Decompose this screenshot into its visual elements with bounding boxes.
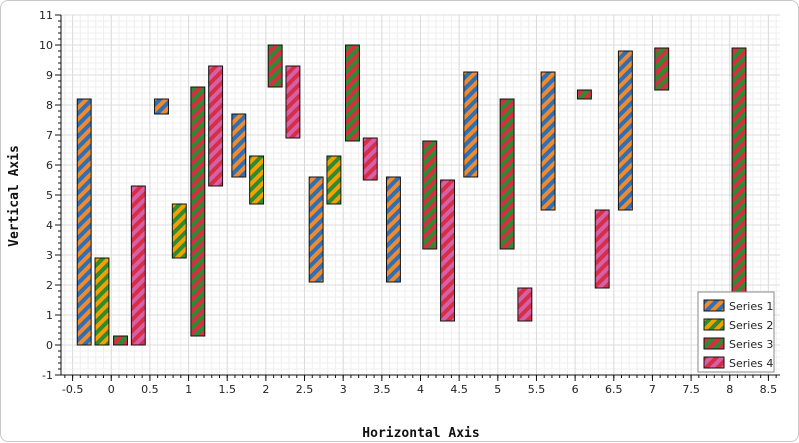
plot-bars [76,44,747,346]
x-tick-label: 2.5 [296,383,314,396]
y-axis-title: Vertical Axis [7,145,22,247]
x-tick-label: 4 [417,383,424,396]
legend-swatch [703,318,725,331]
x-tick-label: -0.5 [62,383,83,396]
x-tick-label: 6.5 [605,383,623,396]
legend-swatch [703,356,725,369]
y-tick-label: 7 [46,129,53,142]
bar-series-4 [208,65,224,187]
x-tick-label: 1.5 [218,383,236,396]
bar-series-4 [517,287,533,322]
bar-series-1 [540,71,556,211]
bar-series-3 [267,44,283,88]
bar-series-4 [594,209,610,289]
bar-series-4 [362,137,378,181]
x-axis-title: Horizontal Axis [362,426,479,441]
x-tick-label: 8 [726,383,733,396]
bar-series-4 [440,179,456,322]
bar-series-3 [499,98,515,250]
bar-series-3 [576,89,592,100]
legend: Series 1 Series 2 Series 3 Series 4 [697,291,775,373]
x-tick-label: 6 [572,383,579,396]
x-tick-label: 5 [494,383,501,396]
legend-label: Series 2 [729,319,773,332]
y-tick-label: 4 [46,219,53,232]
x-tick-label: 7 [649,383,656,396]
legend-swatch [703,299,725,312]
x-tick-label: 4.5 [450,383,468,396]
y-tick-label: -1 [42,369,53,382]
x-tick-label: 1 [185,383,192,396]
x-tick-label: 5.5 [528,383,546,396]
bar-series-2 [326,155,342,205]
bar-series-4 [130,185,146,346]
bar-series-3 [731,47,747,322]
bar-series-3 [345,44,360,142]
bar-series-4 [285,65,301,139]
x-tick-label: 3 [340,383,347,396]
x-tick-label: 8.5 [760,383,778,396]
bar-series-2 [249,155,265,205]
y-tick-label: 0 [46,339,53,352]
y-tick-label: 6 [46,159,53,172]
bar-series-1 [231,113,247,178]
bar-series-1 [617,50,633,211]
x-tick-label: 3.5 [373,383,391,396]
legend-label: Series 3 [729,338,773,351]
ticks: -1 0 1 2 3 4 5 6 7 8 9 10 11 -0.5 0 0.5 1 1.5 2 2.5 3 3.5 4 4.5… [39,9,777,396]
bar-series-3 [113,335,128,346]
bar-series-3 [422,140,438,250]
y-tick-label: 2 [46,279,53,292]
bar-series-1 [154,98,169,115]
y-tick-label: 8 [46,99,53,112]
x-tick-label: 7.5 [682,383,700,396]
x-tick-label: 2 [262,383,269,396]
y-tick-label: 11 [39,9,53,22]
legend-label: Series 1 [729,300,773,313]
x-tick-label: 0.5 [141,383,159,396]
bar-series-2 [171,203,187,259]
bar-series-3 [654,47,670,91]
y-tick-label: 1 [46,309,53,322]
y-tick-label: 9 [46,69,53,82]
bar-series-1 [76,98,92,346]
bar-series-1 [385,176,401,283]
x-tick-label: 0 [108,383,115,396]
bar-series-2 [94,257,110,346]
y-tick-label: 3 [46,249,53,262]
bar-series-1 [308,176,324,283]
bar-series-1 [463,71,479,178]
bar-series-3 [190,86,206,337]
y-tick-label: 10 [39,39,53,52]
y-tick-label: 5 [46,189,53,202]
legend-label: Series 4 [729,357,773,370]
legend-swatch [703,337,725,350]
